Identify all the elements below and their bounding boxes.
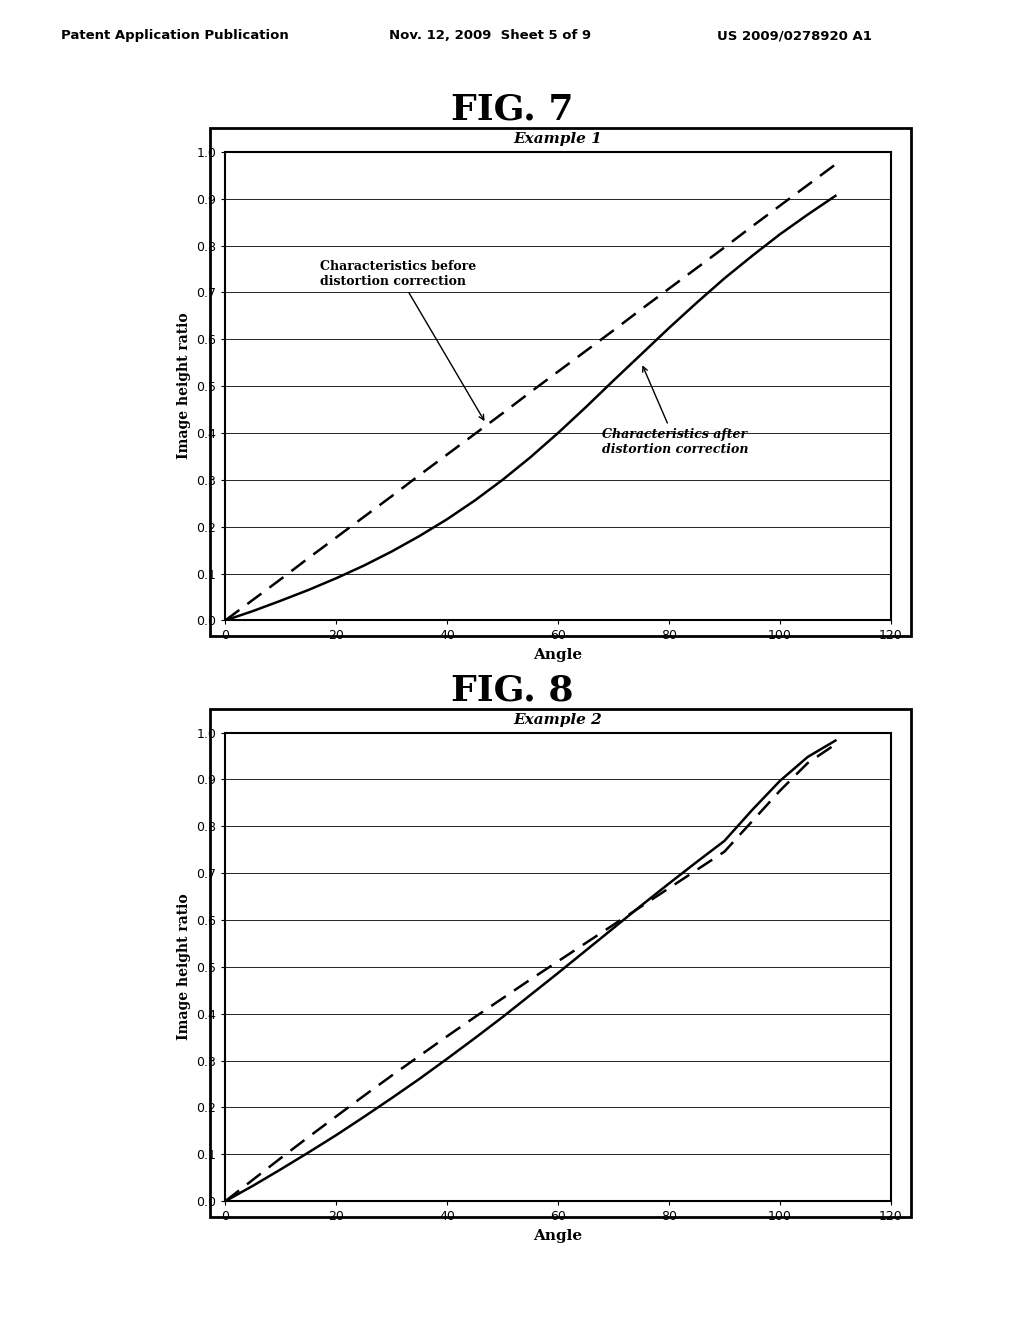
Text: FIG. 7: FIG. 7	[451, 92, 573, 127]
Text: US 2009/0278920 A1: US 2009/0278920 A1	[717, 29, 871, 42]
Text: Patent Application Publication: Patent Application Publication	[61, 29, 289, 42]
Text: Characteristics after
distortion correction: Characteristics after distortion correct…	[602, 367, 749, 457]
Title: Example 2: Example 2	[514, 713, 602, 727]
Text: Nov. 12, 2009  Sheet 5 of 9: Nov. 12, 2009 Sheet 5 of 9	[389, 29, 591, 42]
Title: Example 1: Example 1	[514, 132, 602, 147]
Y-axis label: Image height ratio: Image height ratio	[177, 313, 190, 459]
Y-axis label: Image height ratio: Image height ratio	[177, 894, 190, 1040]
X-axis label: Angle: Angle	[534, 1229, 583, 1243]
X-axis label: Angle: Angle	[534, 648, 583, 663]
Text: FIG. 8: FIG. 8	[451, 673, 573, 708]
Text: Characteristics before
distortion correction: Characteristics before distortion correc…	[319, 260, 483, 420]
